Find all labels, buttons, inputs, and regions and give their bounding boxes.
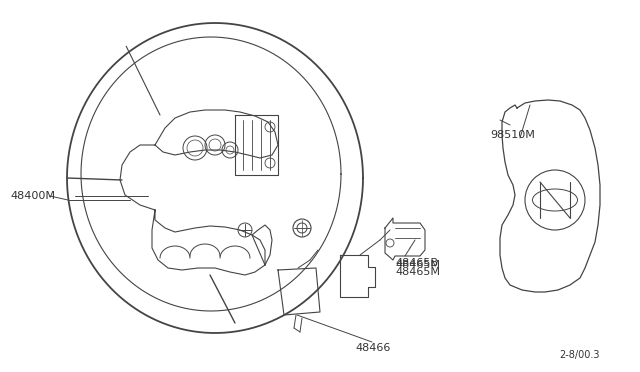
Text: 48400M: 48400M [10, 191, 55, 201]
Text: 48465B: 48465B [395, 258, 438, 268]
Text: 48465M: 48465M [395, 260, 440, 270]
Text: 48466: 48466 [355, 343, 390, 353]
Text: 2-8/00.3: 2-8/00.3 [559, 350, 600, 360]
Text: 98510M: 98510M [490, 130, 535, 140]
Text: 48465M: 48465M [395, 267, 440, 277]
